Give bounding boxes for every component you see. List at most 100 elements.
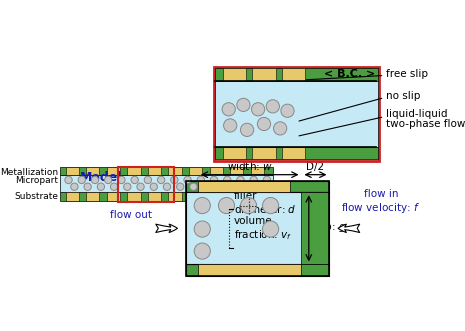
Circle shape [219, 198, 235, 213]
Bar [198, 264, 318, 276]
Bar [251, 167, 264, 175]
Bar [215, 81, 378, 148]
Bar [210, 167, 223, 175]
Circle shape [194, 221, 210, 237]
Bar [148, 192, 161, 201]
Circle shape [177, 183, 184, 190]
Text: gap: $g$: gap: $g$ [312, 222, 346, 234]
Circle shape [171, 176, 178, 184]
Circle shape [257, 118, 271, 131]
Bar [107, 192, 120, 201]
Bar [168, 167, 182, 175]
Circle shape [273, 122, 287, 135]
Bar [252, 68, 276, 81]
Bar [223, 148, 246, 159]
Bar [301, 192, 329, 264]
Circle shape [266, 100, 279, 113]
Circle shape [243, 183, 250, 190]
Circle shape [222, 103, 235, 116]
Circle shape [194, 198, 210, 213]
Circle shape [203, 183, 210, 190]
Text: liquid-liquid: liquid-liquid [386, 110, 447, 119]
Bar [214, 67, 379, 161]
Bar [186, 181, 329, 276]
Bar [210, 192, 223, 201]
Bar [301, 264, 329, 276]
Bar [186, 181, 329, 192]
Circle shape [216, 183, 224, 190]
Circle shape [105, 176, 112, 184]
Text: D/2: D/2 [306, 162, 325, 172]
Circle shape [71, 183, 78, 190]
Bar [60, 192, 273, 201]
Bar [282, 148, 305, 159]
Bar [60, 175, 273, 192]
Circle shape [263, 221, 279, 237]
Circle shape [65, 176, 72, 184]
Bar [215, 68, 378, 81]
Circle shape [237, 98, 250, 112]
Text: filler
diameter: $d$
volume
fraction: $v_f$: filler diameter: $d$ volume fraction: $v… [234, 191, 296, 242]
Text: two-phase flow: two-phase flow [386, 119, 465, 129]
Circle shape [118, 176, 125, 184]
Circle shape [210, 176, 218, 184]
Circle shape [250, 176, 257, 184]
Bar [186, 264, 329, 276]
Text: Micropart: Micropart [15, 176, 58, 185]
Circle shape [144, 176, 152, 184]
Circle shape [194, 243, 210, 259]
Bar [86, 167, 100, 175]
Bar [282, 68, 305, 81]
Circle shape [158, 176, 165, 184]
Circle shape [78, 176, 86, 184]
Circle shape [184, 176, 191, 184]
Circle shape [240, 123, 254, 136]
Circle shape [150, 183, 158, 190]
Text: Model: Model [80, 171, 122, 184]
Bar [127, 192, 140, 201]
Circle shape [237, 176, 244, 184]
Bar [148, 167, 161, 175]
Circle shape [240, 198, 257, 213]
Bar [223, 68, 246, 81]
Text: free slip: free slip [386, 69, 428, 79]
Bar [230, 192, 243, 201]
Text: flow in
flow velocity: $f$: flow in flow velocity: $f$ [341, 189, 420, 215]
Bar [189, 167, 202, 175]
Circle shape [197, 176, 205, 184]
Text: flow out: flow out [110, 210, 152, 219]
Bar [60, 167, 273, 175]
Bar [252, 148, 276, 159]
Bar [127, 167, 140, 175]
Text: width: $w$: width: $w$ [227, 160, 272, 172]
Bar [86, 192, 100, 201]
Bar [215, 148, 378, 159]
Text: no slip: no slip [386, 91, 420, 101]
Circle shape [110, 183, 118, 190]
Circle shape [263, 198, 279, 213]
Bar [168, 192, 182, 201]
Circle shape [163, 183, 171, 190]
Circle shape [224, 119, 237, 132]
Circle shape [137, 183, 144, 190]
Circle shape [256, 183, 263, 190]
Circle shape [91, 176, 99, 184]
Circle shape [224, 176, 231, 184]
Bar [230, 167, 243, 175]
Text: < B.C. >: < B.C. > [324, 69, 375, 79]
Bar [119, 166, 173, 202]
Circle shape [97, 183, 105, 190]
Bar [66, 167, 79, 175]
Text: Substrate: Substrate [14, 192, 58, 201]
Text: Metallization: Metallization [0, 168, 58, 177]
Bar [189, 192, 202, 201]
Circle shape [124, 183, 131, 190]
Bar [66, 192, 79, 201]
Circle shape [281, 104, 294, 118]
Circle shape [229, 183, 237, 190]
Circle shape [84, 183, 91, 190]
Bar [251, 192, 264, 201]
Circle shape [131, 176, 139, 184]
Circle shape [263, 176, 271, 184]
Bar [198, 181, 290, 192]
